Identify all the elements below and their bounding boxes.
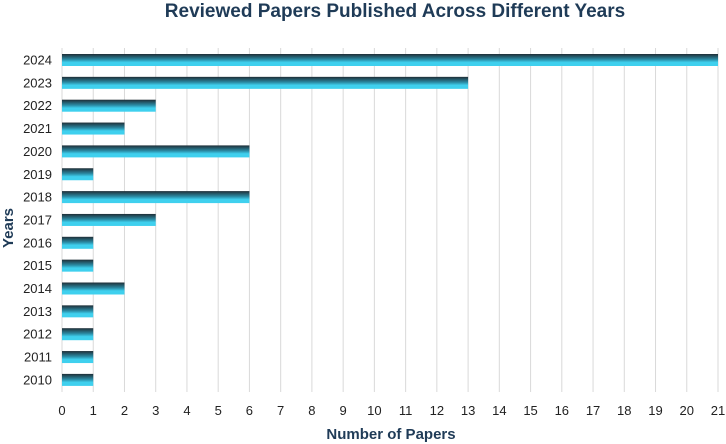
x-tick-label: 10 xyxy=(367,403,381,418)
y-tick-label: 2015 xyxy=(23,258,52,273)
y-tick-label: 2017 xyxy=(23,212,52,227)
x-tick-label: 14 xyxy=(492,403,506,418)
bar-2022 xyxy=(62,99,156,112)
bar-2013 xyxy=(62,305,94,318)
x-tick-label: 7 xyxy=(277,403,284,418)
x-tick-label: 19 xyxy=(648,403,662,418)
x-tick-layer: 0 1 2 3 4 5 6 7 8 9 10 11 12 13 14 15 16 17 18 19 20 21 xyxy=(58,403,725,418)
x-tick-label: 3 xyxy=(152,403,159,418)
y-tick-label: 2016 xyxy=(23,235,52,250)
y-tick-label: 2010 xyxy=(23,372,52,387)
y-tick-label: 2012 xyxy=(23,327,52,342)
y-tick-label: 2011 xyxy=(24,350,52,365)
bar-2012 xyxy=(62,328,94,341)
x-tick-label: 20 xyxy=(680,403,694,418)
bar-2019 xyxy=(62,168,94,181)
x-axis-title: Number of Papers xyxy=(326,426,455,443)
x-tick-label: 6 xyxy=(246,403,253,418)
bar-2010 xyxy=(62,373,94,386)
y-tick-label: 2018 xyxy=(23,190,52,205)
x-tick-label: 11 xyxy=(399,403,413,418)
bar-layer xyxy=(62,54,718,386)
grid-layer xyxy=(61,48,719,392)
y-tick-label: 2021 xyxy=(23,121,52,136)
bar-2020 xyxy=(62,145,250,158)
y-tick-label: 2014 xyxy=(23,281,52,296)
bar-2021 xyxy=(62,122,125,135)
bar-2023 xyxy=(62,76,469,89)
chart-title: Reviewed Papers Published Across Differe… xyxy=(165,1,625,22)
x-tick-label: 21 xyxy=(711,403,725,418)
y-tick-label: 2019 xyxy=(23,167,52,182)
x-tick-label: 17 xyxy=(586,403,600,418)
bar-2014 xyxy=(62,282,125,295)
bar-2015 xyxy=(62,259,94,272)
bar-2024 xyxy=(62,54,718,66)
bar-2016 xyxy=(62,236,94,249)
y-tick-label: 2020 xyxy=(23,144,52,159)
bar-2018 xyxy=(62,191,250,204)
bar-2011 xyxy=(62,351,94,364)
x-tick-label: 8 xyxy=(308,403,315,418)
y-tick-layer: 2024 2023 2022 2021 2020 2019 2018 2017 2016 2015… xyxy=(23,53,52,388)
x-tick-label: 13 xyxy=(461,403,475,418)
x-tick-label: 4 xyxy=(183,403,190,418)
x-tick-label: 2 xyxy=(121,403,128,418)
x-tick-label: 9 xyxy=(340,403,347,418)
x-tick-label: 15 xyxy=(523,403,537,418)
y-tick-label: 2024 xyxy=(23,53,52,68)
y-tick-label: 2013 xyxy=(23,304,52,319)
x-tick-label: 0 xyxy=(58,403,65,418)
x-tick-label: 5 xyxy=(215,403,222,418)
x-tick-label: 16 xyxy=(555,403,569,418)
x-tick-label: 18 xyxy=(617,403,631,418)
bar-2017 xyxy=(62,213,156,226)
y-tick-label: 2022 xyxy=(23,98,52,113)
y-tick-label: 2023 xyxy=(23,75,52,90)
y-axis-title: Years xyxy=(0,208,17,248)
x-tick-label: 1 xyxy=(90,403,97,418)
x-tick-label: 12 xyxy=(430,403,444,418)
